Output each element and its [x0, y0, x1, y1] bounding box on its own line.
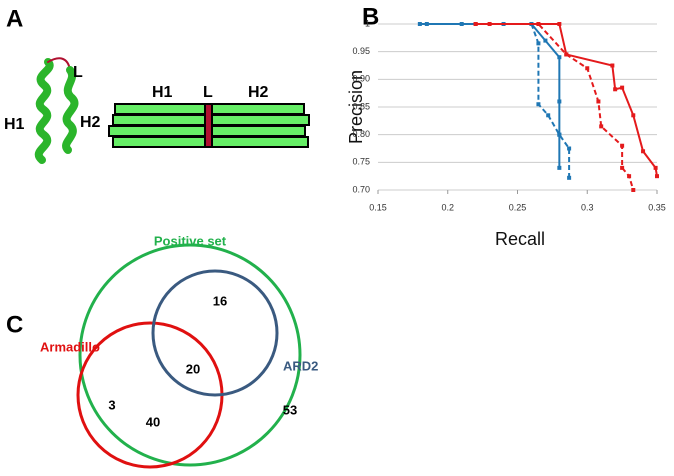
venn-circle — [78, 243, 302, 467]
helix-label: L — [73, 64, 83, 81]
region-count: 3 — [108, 397, 115, 412]
point — [631, 188, 636, 192]
point — [557, 165, 562, 170]
point — [557, 132, 562, 137]
point — [567, 146, 572, 151]
x-tick-label: 0.35 — [648, 202, 666, 212]
y-tick-label: 1 — [365, 18, 370, 28]
panel-label: C — [6, 311, 23, 338]
region-count: 16 — [213, 293, 227, 308]
point — [459, 22, 464, 26]
point — [417, 22, 422, 26]
y-tick-label: 0.70 — [352, 184, 370, 194]
point — [546, 113, 551, 118]
helix-label: H1 — [4, 116, 25, 133]
y-tick-label: 0.85 — [352, 101, 370, 111]
series-line — [475, 23, 658, 177]
point — [564, 52, 569, 57]
x-axis-label: Recall — [495, 229, 545, 249]
point — [557, 22, 562, 26]
point — [620, 85, 625, 90]
panel-label: A — [6, 5, 23, 32]
y-tick-label: 0.80 — [352, 129, 370, 139]
point — [557, 55, 562, 60]
bar-label: H2 — [248, 84, 269, 101]
region-count: 40 — [146, 414, 160, 429]
x-tick-label: 0.25 — [509, 202, 527, 212]
point — [424, 22, 429, 26]
set-label: ARD2 — [283, 358, 318, 373]
point — [585, 66, 590, 71]
point — [543, 38, 548, 43]
point — [536, 102, 541, 107]
point — [473, 22, 478, 26]
set-label: Positive set — [154, 233, 227, 248]
y-tick-label: 0.75 — [352, 157, 370, 167]
y-tick-label: 0.95 — [352, 46, 370, 56]
bar-label: H1 — [152, 84, 173, 101]
helix-cartoon — [34, 57, 79, 164]
region-count: 53 — [283, 402, 297, 417]
panel-label: B — [362, 3, 379, 30]
series-line — [419, 23, 561, 168]
set-label: Armadillo — [40, 339, 100, 354]
point — [641, 149, 646, 154]
y-tick-label: 0.90 — [352, 74, 370, 84]
point — [557, 99, 562, 104]
point — [567, 175, 572, 180]
point — [536, 41, 541, 46]
repeat-bars — [108, 103, 310, 148]
point — [627, 174, 632, 179]
point — [599, 124, 604, 129]
helix-label: H2 — [80, 114, 101, 131]
point — [613, 87, 618, 92]
point — [620, 165, 625, 170]
venn-circle — [151, 269, 279, 397]
bar-label: L — [203, 84, 213, 101]
point — [653, 165, 658, 170]
point — [655, 174, 659, 179]
point — [620, 143, 625, 148]
point — [631, 113, 636, 118]
x-tick-label: 0.15 — [369, 202, 387, 212]
x-tick-label: 0.2 — [441, 202, 454, 212]
point — [596, 99, 601, 104]
point — [610, 63, 615, 68]
region-count: 20 — [186, 361, 200, 376]
point — [487, 22, 492, 26]
point — [536, 22, 541, 26]
x-tick-label: 0.3 — [581, 202, 594, 212]
y-axis-label: Precision — [346, 70, 366, 144]
